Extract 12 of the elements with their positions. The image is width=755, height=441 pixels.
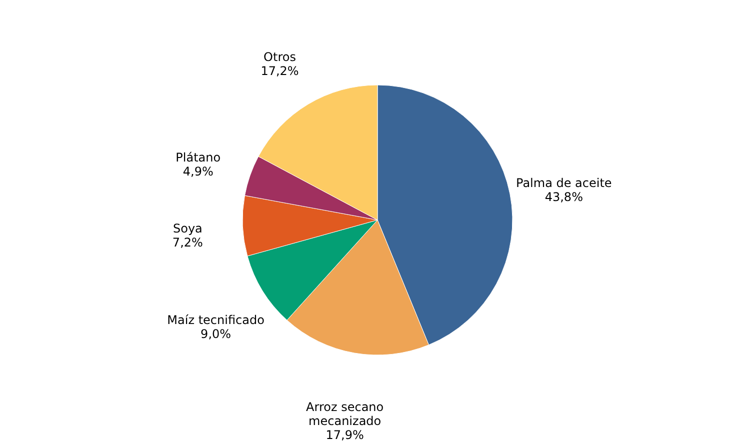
- data-label: 17,9%: [326, 428, 364, 441]
- data-label: 43,8%: [544, 190, 583, 204]
- slice-label: Soya: [172, 221, 202, 236]
- data-label: 9,0%: [200, 326, 232, 341]
- data-label: 4,9%: [182, 164, 214, 178]
- slice-label: Maíz tecnificado: [167, 312, 264, 327]
- data-label: 17,2%: [260, 64, 299, 78]
- slice-label: Palma de aceite: [516, 176, 612, 190]
- slice-label: Otros: [264, 50, 296, 64]
- slice-label: Plátano: [176, 150, 221, 164]
- data-label: 7,2%: [172, 235, 203, 250]
- slice-label: Arroz secano mecanizado: [306, 400, 384, 428]
